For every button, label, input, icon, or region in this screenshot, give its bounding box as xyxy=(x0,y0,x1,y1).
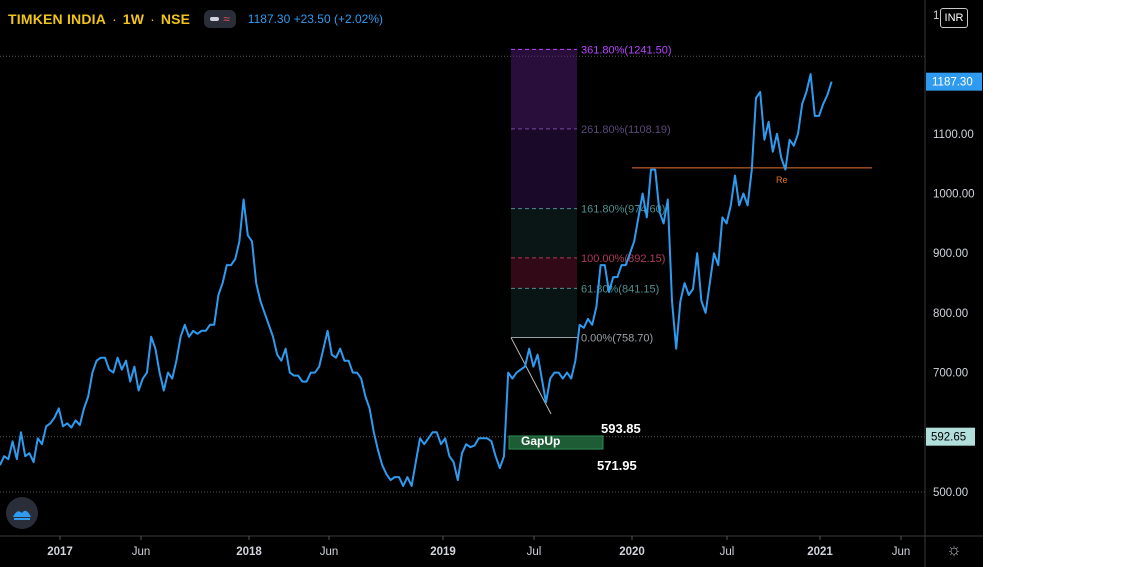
last-price-label: 1187.30 xyxy=(932,77,973,89)
fib-zone xyxy=(511,208,577,258)
symbol-name[interactable]: TIMKEN INDIA xyxy=(8,11,107,27)
x-tick-label: Jun xyxy=(132,546,151,558)
y-tick-label: 1 xyxy=(933,10,939,22)
header-separator: · xyxy=(150,11,155,27)
fib-zone xyxy=(511,288,577,338)
y-tick-label: 700.00 xyxy=(933,368,968,380)
gap-label: GapUp xyxy=(521,434,560,448)
price-series-line xyxy=(0,73,833,487)
x-tick-label: 2017 xyxy=(47,546,73,558)
fib-trend-line xyxy=(510,337,552,415)
fib-zone xyxy=(511,128,577,209)
x-tick-label: 2021 xyxy=(807,546,833,558)
currency-button[interactable]: INR xyxy=(940,8,968,28)
blank-panel xyxy=(983,0,1136,567)
gap-high-label: 593.85 xyxy=(601,421,641,436)
gap-low-label: 571.95 xyxy=(597,458,637,473)
tradingview-logo-icon[interactable] xyxy=(6,497,38,529)
fib-zone xyxy=(511,49,577,129)
x-tick-label: Jun xyxy=(320,546,339,558)
fib-level-label: 61.80%(841.15) xyxy=(581,283,659,295)
x-tick-label: Jun xyxy=(892,546,911,558)
fib-level-label: 0.00%(758.70) xyxy=(581,333,653,345)
marker-price-tag xyxy=(926,427,975,446)
x-tick-label: Jul xyxy=(720,546,735,558)
y-tick-label: 1000.00 xyxy=(933,189,975,201)
exchange-label: NSE xyxy=(160,11,191,27)
last-price-tag xyxy=(926,72,982,91)
y-tick-label: 800.00 xyxy=(933,308,968,320)
wave-icon: ≈ xyxy=(223,12,230,26)
chart-header: TIMKEN INDIA · 1W · NSE ≈ 1187.30 +23.50… xyxy=(8,8,383,30)
fib-zone xyxy=(511,257,577,289)
x-tick-label: 2018 xyxy=(236,546,262,558)
y-tick-label: 900.00 xyxy=(933,248,968,260)
x-tick-label: 2019 xyxy=(430,546,456,558)
fib-level-label: 100.00%(892.15) xyxy=(581,253,665,265)
y-tick-label: 1100.00 xyxy=(933,129,974,141)
x-tick-label: 2020 xyxy=(619,546,645,558)
interval-label[interactable]: 1W xyxy=(122,11,145,27)
indicator-toggle-pill[interactable]: ≈ xyxy=(204,10,236,28)
fib-level-label: 361.80%(1241.50) xyxy=(581,44,672,56)
x-tick-label: Jul xyxy=(527,546,542,558)
gap-box xyxy=(508,435,604,450)
fib-level-label: 261.80%(1108.19) xyxy=(581,124,671,136)
price-chart[interactable]: 361.80%(1241.50)261.80%(1108.19)161.80%(… xyxy=(0,0,983,567)
header-separator: · xyxy=(112,11,117,27)
y-tick-label: 500.00 xyxy=(933,487,968,499)
price-change-readout: 1187.30 +23.50 (+2.02%) xyxy=(247,12,384,26)
marker-price-label: 592.65 xyxy=(931,432,966,444)
gear-icon[interactable]: ☼ xyxy=(946,540,962,559)
fib-level-label: 161.80%(974.60) xyxy=(581,204,665,216)
hide-icon xyxy=(210,17,220,21)
resistance-label: Re xyxy=(776,175,788,185)
